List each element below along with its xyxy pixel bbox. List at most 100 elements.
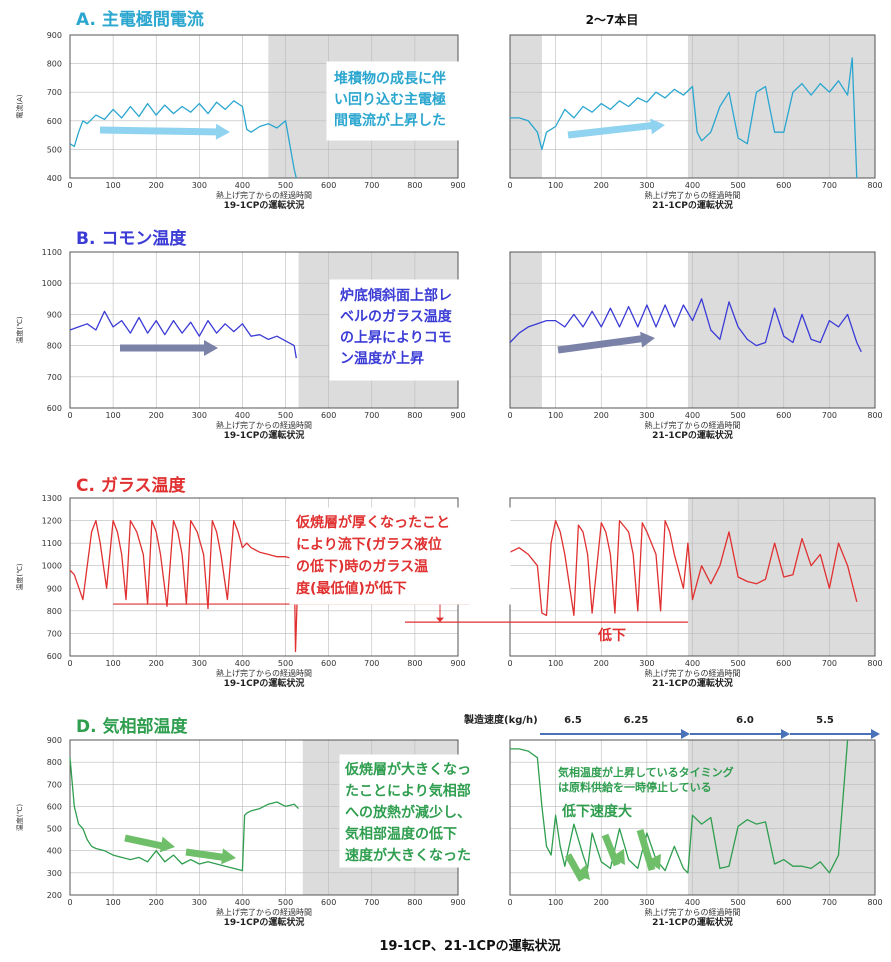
x-tick-label: 400 bbox=[235, 898, 250, 907]
trend-arrow-head bbox=[610, 848, 625, 865]
x-tick-label: 300 bbox=[192, 659, 207, 668]
rate-label: 製造速度(kg/h) bbox=[463, 713, 538, 726]
x-tick-label: 500 bbox=[278, 659, 293, 668]
subplot-caption: 21-1CPの運転状況 bbox=[652, 199, 733, 211]
annotation-text: たことにより気相部 bbox=[345, 783, 471, 800]
panel-title: A. 主電極間電流 bbox=[76, 9, 204, 30]
x-tick-label: 500 bbox=[278, 898, 293, 907]
annotation-text: 仮焼層が厚くなったこと bbox=[295, 514, 450, 531]
panel-title: D. 気相部温度 bbox=[76, 716, 188, 737]
x-tick-label: 0 bbox=[507, 659, 512, 668]
y-tick-label: 400 bbox=[47, 847, 62, 856]
y-tick-label: 700 bbox=[47, 373, 62, 382]
panel-title: B. コモン温度 bbox=[76, 228, 187, 249]
x-tick-label: 500 bbox=[730, 411, 745, 420]
series-line bbox=[69, 519, 300, 653]
arrow-label: 上昇 bbox=[606, 150, 634, 166]
x-tick-label: 400 bbox=[685, 181, 700, 190]
x-tick-label: 100 bbox=[105, 898, 120, 907]
y-tick-label: 800 bbox=[47, 607, 62, 616]
x-tick-label: 0 bbox=[67, 898, 72, 907]
x-tick-label: 700 bbox=[364, 411, 379, 420]
rate-arrow-head bbox=[781, 729, 790, 739]
annotation-text: い回り込む主電極 bbox=[334, 91, 446, 108]
note-text: 気相温度が上昇しているタイミング bbox=[558, 765, 734, 779]
x-tick-label: 800 bbox=[867, 898, 882, 907]
x-tick-label: 300 bbox=[639, 659, 654, 668]
x-tick-label: 100 bbox=[548, 898, 563, 907]
x-tick-label: 600 bbox=[776, 411, 791, 420]
y-tick-label: 1000 bbox=[42, 562, 62, 571]
y-tick-label: 500 bbox=[47, 145, 62, 154]
x-tick-label: 0 bbox=[67, 181, 72, 190]
y-tick-label: 800 bbox=[47, 758, 62, 767]
y-tick-label: 800 bbox=[47, 342, 62, 351]
plot-frame bbox=[509, 251, 876, 409]
x-tick-label: 400 bbox=[685, 659, 700, 668]
annotation-text: の上昇によりコモ bbox=[340, 330, 452, 346]
trend-arrow bbox=[557, 334, 648, 354]
x-axis-label: 熱上げ完了からの経過時間 bbox=[216, 190, 312, 200]
y-tick-label: 700 bbox=[47, 629, 62, 638]
subplot-right: 0 100 200 300 400 500 600 700 800 熱上げ完了からの経過時間21-… bbox=[507, 34, 883, 211]
x-tick-label: 100 bbox=[548, 411, 563, 420]
rate-value: 6.0 bbox=[736, 715, 754, 726]
y-tick-label: 700 bbox=[47, 88, 62, 97]
rate-value: 5.5 bbox=[816, 715, 834, 726]
x-tick-label: 700 bbox=[364, 181, 379, 190]
y-tick-label: 1100 bbox=[42, 248, 62, 257]
y-tick-label: 1200 bbox=[42, 517, 62, 526]
x-tick-label: 500 bbox=[730, 898, 745, 907]
x-tick-label: 200 bbox=[149, 411, 164, 420]
trend-arrow-head bbox=[640, 331, 655, 348]
x-tick-label: 500 bbox=[278, 411, 293, 420]
x-tick-label: 100 bbox=[105, 411, 120, 420]
x-axis-label: 熱上げ完了からの経過時間 bbox=[216, 907, 312, 917]
x-tick-label: 100 bbox=[548, 659, 563, 668]
x-tick-label: 600 bbox=[321, 898, 336, 907]
x-tick-label: 700 bbox=[822, 898, 837, 907]
rate-value: 6.5 bbox=[564, 715, 582, 726]
y-tick-label: 900 bbox=[47, 584, 62, 593]
annotation-text: により流下(ガラス液位 bbox=[296, 536, 442, 553]
y-tick-label: 1300 bbox=[42, 494, 62, 503]
top-label-group: 2～7本目 bbox=[586, 12, 639, 27]
rate-value: 6.25 bbox=[624, 715, 649, 726]
x-tick-label: 200 bbox=[149, 659, 164, 668]
x-tick-label: 500 bbox=[278, 181, 293, 190]
series-line bbox=[510, 739, 849, 874]
x-tick-label: 800 bbox=[867, 659, 882, 668]
y-tick-label: 900 bbox=[47, 31, 62, 40]
trend-arrow bbox=[185, 848, 229, 862]
top-label: 2～7本目 bbox=[586, 12, 639, 27]
x-tick-label: 100 bbox=[105, 181, 120, 190]
panel-c: C. ガラス温度温度(℃)600700800900100011001200130… bbox=[15, 475, 883, 689]
arrow-label: 低下 bbox=[597, 627, 626, 644]
trend-arrow-head bbox=[574, 864, 590, 880]
x-tick-label: 300 bbox=[639, 898, 654, 907]
trend-arrow bbox=[601, 833, 621, 867]
x-axis-label: 熱上げ完了からの経過時間 bbox=[216, 668, 312, 678]
annotation-text: 度(最低値)が低下 bbox=[296, 580, 407, 597]
x-tick-label: 100 bbox=[548, 181, 563, 190]
series-line bbox=[510, 57, 858, 179]
x-tick-label: 0 bbox=[507, 181, 512, 190]
x-axis-label: 熱上げ完了からの経過時間 bbox=[645, 190, 741, 200]
y-tick-label: 600 bbox=[47, 117, 62, 126]
series-line bbox=[69, 100, 297, 179]
x-tick-label: 0 bbox=[507, 898, 512, 907]
annotation-box bbox=[326, 61, 508, 141]
x-tick-label: 900 bbox=[450, 659, 465, 668]
annotation-box bbox=[339, 754, 509, 868]
x-axis-label: 熱上げ完了からの経過時間 bbox=[645, 907, 741, 917]
trend-arrow-head bbox=[215, 123, 230, 140]
x-tick-label: 600 bbox=[776, 659, 791, 668]
x-tick-label: 800 bbox=[867, 181, 882, 190]
subplot-right: 0 100 200 300 400 500 600 700 800 熱上げ完了からの経過時間21-… bbox=[507, 497, 883, 689]
x-tick-label: 600 bbox=[321, 411, 336, 420]
trend-arrow-head bbox=[650, 118, 665, 135]
x-tick-label: 800 bbox=[867, 411, 882, 420]
x-tick-label: 200 bbox=[594, 659, 609, 668]
